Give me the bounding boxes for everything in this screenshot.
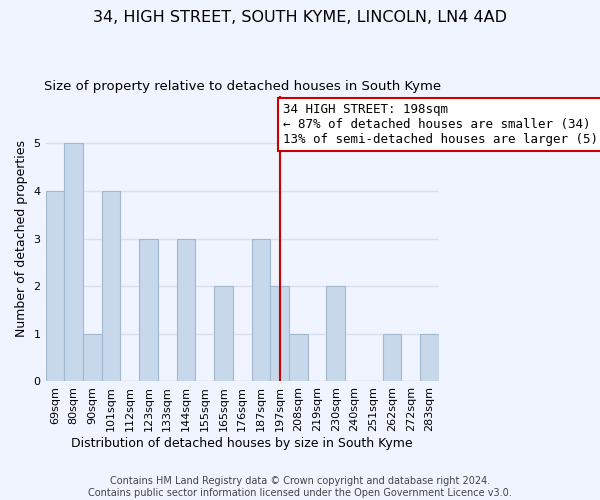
Text: 34 HIGH STREET: 198sqm
← 87% of detached houses are smaller (34)
13% of semi-det: 34 HIGH STREET: 198sqm ← 87% of detached… xyxy=(283,102,600,146)
Bar xyxy=(383,334,401,382)
Title: Size of property relative to detached houses in South Kyme: Size of property relative to detached ho… xyxy=(44,80,441,93)
Text: Contains HM Land Registry data © Crown copyright and database right 2024.
Contai: Contains HM Land Registry data © Crown c… xyxy=(88,476,512,498)
Bar xyxy=(139,238,158,382)
Bar xyxy=(64,143,83,382)
Bar xyxy=(420,334,439,382)
Bar xyxy=(46,191,64,382)
Text: 34, HIGH STREET, SOUTH KYME, LINCOLN, LN4 4AD: 34, HIGH STREET, SOUTH KYME, LINCOLN, LN… xyxy=(93,10,507,25)
Bar xyxy=(102,191,121,382)
Bar xyxy=(83,334,102,382)
Bar xyxy=(251,238,270,382)
Y-axis label: Number of detached properties: Number of detached properties xyxy=(15,140,28,337)
X-axis label: Distribution of detached houses by size in South Kyme: Distribution of detached houses by size … xyxy=(71,437,413,450)
Bar xyxy=(289,334,308,382)
Bar xyxy=(326,286,345,382)
Bar xyxy=(214,286,233,382)
Bar xyxy=(176,238,196,382)
Bar xyxy=(270,286,289,382)
